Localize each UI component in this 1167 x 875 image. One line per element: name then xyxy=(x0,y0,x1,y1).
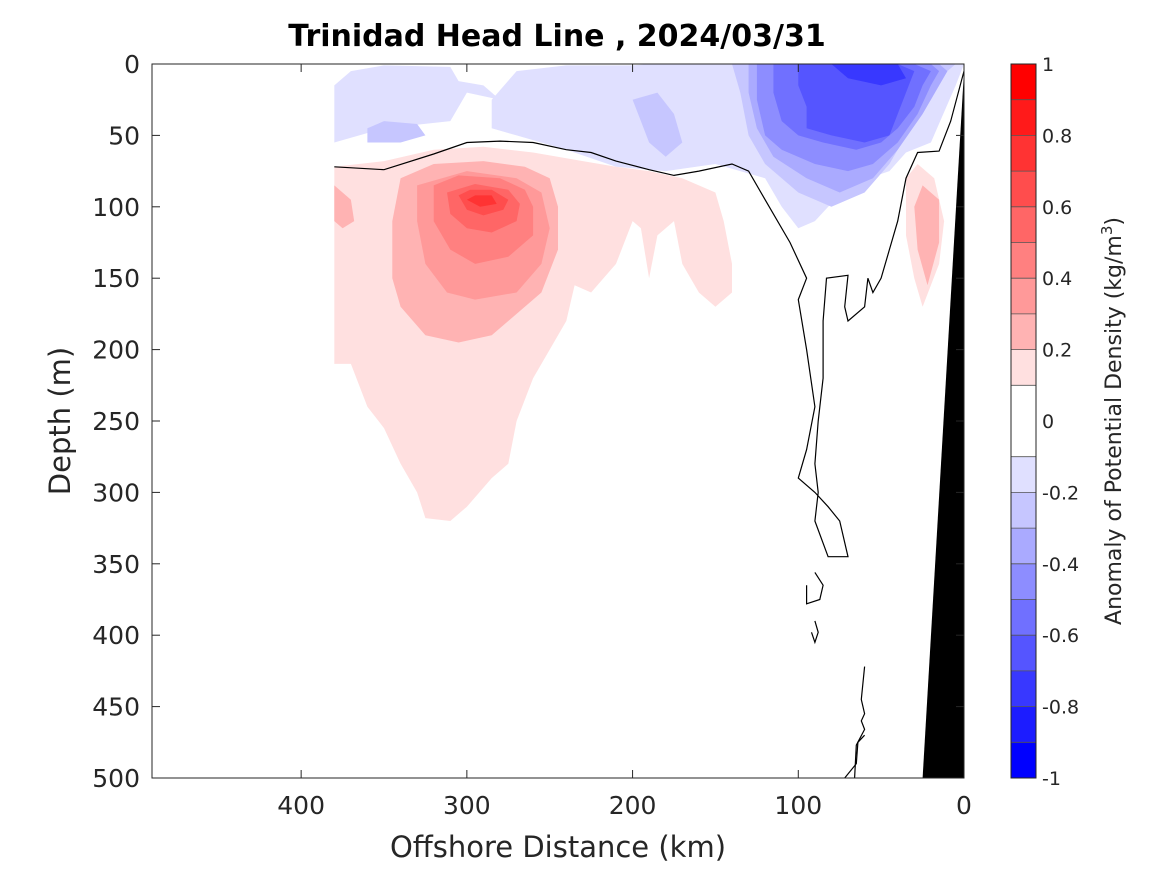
zero-contour-line-0 xyxy=(334,70,964,558)
x-axis: 400 300 200 100 0 xyxy=(277,64,972,820)
colorbar-swatch xyxy=(1011,456,1036,493)
y-tick-label: 0 xyxy=(124,50,140,79)
colorbar-tick-label: 0.6 xyxy=(1042,197,1072,219)
colorbar-tick-label: 0.2 xyxy=(1042,340,1072,362)
colorbar-swatch xyxy=(1011,670,1036,707)
x-tick-label: 100 xyxy=(774,791,822,820)
colorbar-tick-label: -0.6 xyxy=(1042,625,1079,647)
colorbar-label: Anomaly of Potential Density (kg/m3) xyxy=(1098,217,1127,625)
colorbar-tick-label: -0.4 xyxy=(1042,554,1079,576)
zero-contour-line-4 xyxy=(844,734,866,778)
y-tick-label: 300 xyxy=(92,478,140,507)
contour-region-neg-0.1-offshore xyxy=(334,65,500,143)
colorbar-swatch xyxy=(1011,99,1036,136)
x-tick-label: 300 xyxy=(443,791,491,820)
y-tick-label: 200 xyxy=(92,336,140,365)
y-tick-label: 350 xyxy=(92,550,140,579)
zero-contour-line-3 xyxy=(854,666,866,778)
contour-region-neg-0.2-offshore xyxy=(367,121,426,143)
colorbar-tick-label: -1 xyxy=(1042,768,1061,790)
colorbar-swatch xyxy=(1011,742,1036,778)
colorbar-swatch xyxy=(1011,385,1036,457)
colorbar-tick-label: 1 xyxy=(1042,54,1054,76)
contour-region-neg-0.7 xyxy=(831,64,906,86)
colorbar-swatch xyxy=(1011,171,1036,207)
colorbar-frame xyxy=(1010,63,1037,779)
y-tick-label: 250 xyxy=(92,407,140,436)
y-tick-label: 450 xyxy=(92,693,140,722)
bathymetry xyxy=(922,71,964,778)
x-tick-label: 0 xyxy=(956,791,972,820)
plot-area xyxy=(151,63,965,779)
colorbar-tick-label: -0.8 xyxy=(1042,697,1079,719)
y-tick-label: 400 xyxy=(92,621,140,650)
y-tick-label: 500 xyxy=(92,764,140,793)
colorbar-tick-label: 0 xyxy=(1042,411,1054,433)
contour-region-pos-0.2-offshore xyxy=(334,185,355,229)
colorbar-label-close: ) xyxy=(1102,217,1127,226)
y-axis-label: Depth (m) xyxy=(43,347,77,495)
x-tick-label: 200 xyxy=(609,791,657,820)
colorbar-swatch xyxy=(1011,206,1036,243)
contour-region-pos-0.2-coastal xyxy=(914,185,940,286)
contour-region-pos-0.7 xyxy=(466,195,497,207)
colorbar-swatch xyxy=(1011,492,1036,529)
colorbar-tick-label: -0.2 xyxy=(1042,482,1079,504)
x-tick-label: 400 xyxy=(277,791,325,820)
y-tick-label: 100 xyxy=(92,193,140,222)
colorbar-tick-label: 0.8 xyxy=(1042,125,1072,147)
colorbar-swatch xyxy=(1011,528,1036,564)
colorbar-label-text: Anomaly of Potential Density (kg/m xyxy=(1102,235,1127,625)
colorbar-swatch xyxy=(1011,635,1036,671)
colorbar-swatch xyxy=(1011,349,1036,386)
colorbar-label-superscript: 3 xyxy=(1098,226,1116,236)
y-tick-label: 50 xyxy=(108,121,140,150)
contour-region-neg-0.2-mid xyxy=(632,92,683,157)
zero-contour-line-1 xyxy=(805,572,824,605)
colorbar: 1 0.8 0.6 0.4 0.2 0 -0.2 -0.4 -0.6 -0.8 -1 xyxy=(1010,54,1079,790)
zero-contour-line-2 xyxy=(810,620,819,645)
y-tick-label: 150 xyxy=(92,264,140,293)
contour-layer xyxy=(334,64,964,778)
colorbar-swatch xyxy=(1011,706,1036,743)
colorbar-swatch xyxy=(1011,599,1036,636)
colorbar-swatch xyxy=(1011,278,1036,314)
colorbar-swatch xyxy=(1011,313,1036,350)
colorbar-tick-label: 0.4 xyxy=(1042,268,1072,290)
colorbar-swatch xyxy=(1011,563,1036,600)
chart-title: Trinidad Head Line , 2024/03/31 xyxy=(288,19,825,54)
x-axis-label: Offshore Distance (km) xyxy=(390,830,726,864)
colorbar-swatch xyxy=(1011,64,1036,100)
y-axis: 0 50 100 150 200 250 300 350 400 450 500 xyxy=(92,50,964,793)
colorbar-swatch xyxy=(1011,242,1036,279)
colorbar-swatch xyxy=(1011,135,1036,172)
